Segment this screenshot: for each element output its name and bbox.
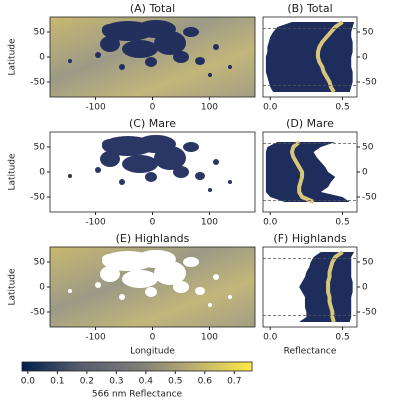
x-tick-label: -100 bbox=[85, 333, 106, 343]
y-tick-label: 50 bbox=[34, 28, 46, 38]
panel-title: (F) Highlands bbox=[273, 232, 346, 245]
y-tick-label: -50 bbox=[30, 193, 45, 203]
x-tick-label: 0.0 bbox=[263, 218, 278, 228]
y-tick-label: -50 bbox=[30, 78, 45, 88]
x-tick-label: 100 bbox=[201, 103, 218, 113]
map-image-total bbox=[50, 17, 255, 97]
y-tick-label: -50 bbox=[30, 308, 45, 318]
x-tick-label: 0.0 bbox=[263, 333, 278, 343]
colorbar-tick-label: 0.4 bbox=[139, 377, 154, 387]
x-tick-label: 0 bbox=[150, 333, 156, 343]
x-tick-label: 100 bbox=[201, 218, 218, 228]
colorbar-tick-label: 0.1 bbox=[50, 377, 64, 387]
panel-title: (A) Total bbox=[130, 2, 175, 15]
panel-title: (E) Highlands bbox=[116, 232, 190, 245]
x-tick-label: 0.5 bbox=[335, 333, 349, 343]
median-line bbox=[326, 250, 344, 323]
colorbar-tick-label: 0.5 bbox=[168, 377, 182, 387]
range-band bbox=[265, 142, 350, 202]
y-tick-label: 0 bbox=[39, 168, 45, 178]
y-tick-label: 50 bbox=[362, 258, 374, 268]
median-line bbox=[289, 140, 315, 204]
y-tick-label: -50 bbox=[362, 193, 377, 203]
panel-title: (B) Total bbox=[287, 2, 332, 15]
y-tick-label: 50 bbox=[362, 143, 374, 153]
y-tick-label: -50 bbox=[362, 308, 377, 318]
panel-title: (D) Mare bbox=[286, 117, 334, 130]
map-image-highlands bbox=[50, 247, 255, 327]
y-tick-label: 0 bbox=[39, 53, 45, 63]
x-tick-label: -100 bbox=[85, 103, 106, 113]
x-tick-label: 0 bbox=[150, 218, 156, 228]
y-axis-label: Latitude bbox=[8, 268, 18, 306]
y-tick-label: 0 bbox=[362, 283, 368, 293]
colorbar-tick-label: 0.0 bbox=[21, 377, 36, 387]
x-tick-label: 0.5 bbox=[335, 218, 349, 228]
colorbar-tick-label: 0.6 bbox=[198, 377, 213, 387]
y-tick-label: 0 bbox=[362, 53, 368, 63]
y-axis-label: Latitude bbox=[8, 153, 18, 191]
median-line bbox=[315, 20, 344, 94]
y-tick-label: -50 bbox=[362, 78, 377, 88]
y-tick-label: 50 bbox=[34, 143, 46, 153]
x-axis-label: Reflectance bbox=[284, 347, 337, 357]
x-axis-label: Longitude bbox=[130, 347, 175, 357]
y-axis-label: Latitude bbox=[8, 38, 18, 76]
map-image-mare bbox=[50, 132, 255, 212]
x-tick-label: 0.0 bbox=[263, 103, 278, 113]
colorbar-label: 566 nm Reflectance bbox=[92, 390, 183, 400]
range-band bbox=[265, 22, 355, 92]
x-tick-label: 0 bbox=[150, 103, 156, 113]
colorbar-tick-label: 0.7 bbox=[227, 377, 241, 387]
x-tick-label: -100 bbox=[85, 218, 106, 228]
y-tick-label: 0 bbox=[362, 168, 368, 178]
y-tick-label: 50 bbox=[34, 258, 46, 268]
panel-title: (C) Mare bbox=[129, 117, 176, 130]
colorbar-tick-label: 0.3 bbox=[109, 377, 123, 387]
colorbar-tick-label: 0.2 bbox=[80, 377, 94, 387]
x-tick-label: 100 bbox=[201, 333, 218, 343]
colorbar bbox=[21, 361, 253, 372]
y-tick-label: 0 bbox=[39, 283, 45, 293]
x-tick-label: 0.5 bbox=[335, 103, 349, 113]
y-tick-label: 50 bbox=[362, 28, 374, 38]
